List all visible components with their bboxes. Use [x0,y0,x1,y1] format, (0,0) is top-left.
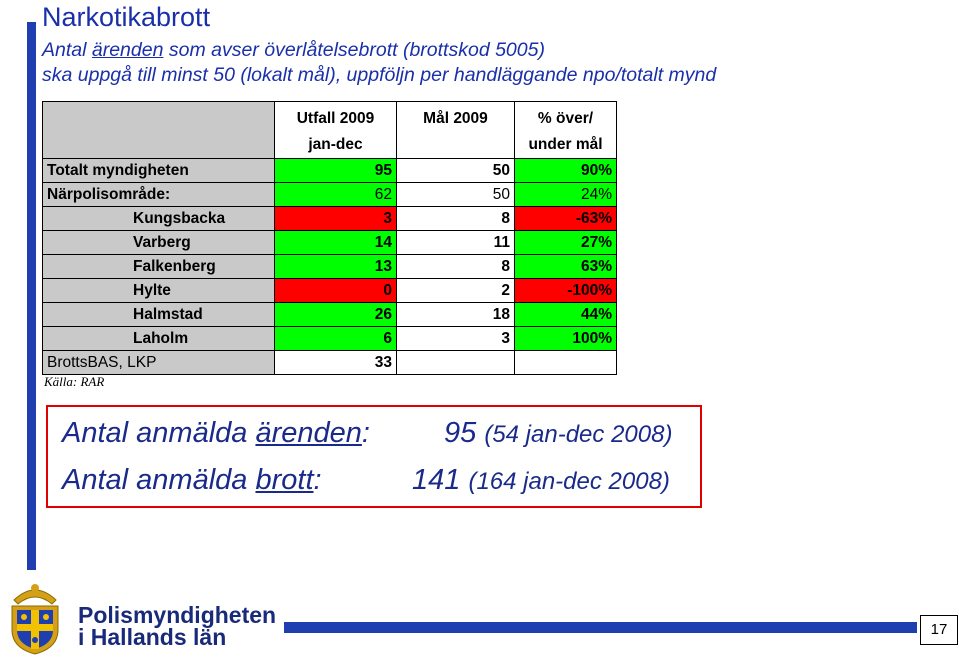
mal-cell: 8 [396,254,515,279]
table-row: Varberg 14 11 27% [42,230,617,255]
utfall-cell: 13 [274,254,397,279]
row-label: BrottsBAS, LKP [42,350,275,375]
percent-cell: -100% [514,278,617,303]
row-label: Närpolisområde: [42,182,275,207]
percent-cell: 27% [514,230,617,255]
table-row: Totalt myndigheten 95 50 90% [42,158,617,183]
summary-brott-label: Antal anmälda brott: [62,464,322,496]
utfall-cell: 0 [274,278,397,303]
row-label: Halmstad [42,302,275,327]
police-coat-of-arms-icon [4,578,66,656]
summary-brott-value: 141 (164 jan-dec 2008) [412,464,670,496]
utfall-cell: 33 [274,350,397,375]
percent-cell: 63% [514,254,617,279]
percent-cell: 44% [514,302,617,327]
table-row: Halmstad 26 18 44% [42,302,617,327]
row-label: Varberg [42,230,275,255]
footer-bar [284,622,917,633]
summary-box: Antal anmälda ärenden: 95 (54 jan-dec 20… [46,405,702,508]
mal-cell: 8 [396,206,515,231]
row-label: Hylte [42,278,275,303]
percent-cell [514,350,617,375]
mal-cell: 50 [396,182,515,207]
table-row: BrottsBAS, LKP 33 [42,350,617,375]
mal-cell: 50 [396,158,515,183]
table-row: Kungsbacka 3 8 -63% [42,206,617,231]
table-row: Hylte 0 2 -100% [42,278,617,303]
table-row: Falkenberg 13 8 63% [42,254,617,279]
utfall-cell: 26 [274,302,397,327]
organization-name: Polismyndigheten i Hallands län [78,602,277,650]
left-accent-bar [27,22,36,570]
summary-arenden-value: 95 (54 jan-dec 2008) [444,417,673,449]
page-number: 17 [920,615,958,645]
percent-cell: -63% [514,206,617,231]
source-note: Källa: RAR [44,374,105,389]
utfall-cell: 6 [274,326,397,351]
row-label: Laholm [42,326,275,351]
row-label: Totalt myndigheten [42,158,275,183]
table-header-row: Utfall 2009 jan-dec Mål 2009 % över/under… [42,101,617,159]
table-row: Närpolisområde: 62 50 24% [42,182,617,207]
table-row: Laholm 6 3 100% [42,326,617,351]
utfall-cell: 3 [274,206,397,231]
header-empty-cell [42,101,275,159]
utfall-cell: 95 [274,158,397,183]
header-percent: % över/under mål [514,101,617,159]
utfall-cell: 62 [274,182,397,207]
utfall-cell: 14 [274,230,397,255]
header-utfall: Utfall 2009 jan-dec [274,101,397,159]
subtitle-underlined-word: ärenden [91,39,164,61]
percent-cell: 90% [514,158,617,183]
mal-cell: 18 [396,302,515,327]
summary-arenden-label: Antal anmälda ärenden: [62,417,370,449]
row-label: Kungsbacka [42,206,275,231]
results-table: Utfall 2009 jan-dec Mål 2009 % över/under… [42,101,617,375]
subtitle-line-2: ska uppgå till minst 50 (lokalt mål), up… [42,64,717,86]
header-mal: Mål 2009 [396,101,515,159]
mal-cell: 3 [396,326,515,351]
percent-cell: 24% [514,182,617,207]
mal-cell [396,350,515,375]
mal-cell: 2 [396,278,515,303]
subtitle-line-1: Antal ärenden som avser överlåtelsebrott… [42,39,545,61]
row-label: Falkenberg [42,254,275,279]
mal-cell: 11 [396,230,515,255]
percent-cell: 100% [514,326,617,351]
page-title: Narkotikabrott [42,2,211,32]
